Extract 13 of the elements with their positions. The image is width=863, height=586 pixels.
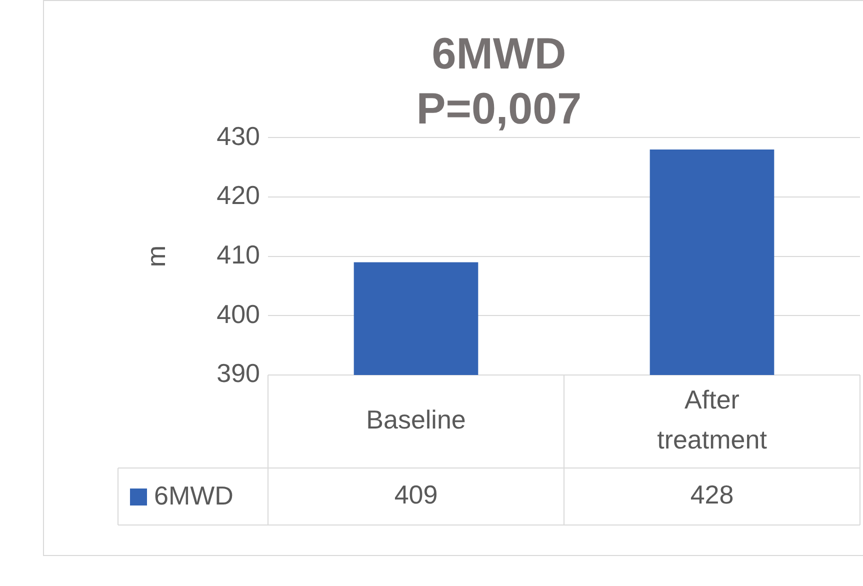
chart-title: 6MWD bbox=[432, 30, 566, 79]
chart-subtitle: P=0,007 bbox=[416, 84, 582, 134]
y-tick-label: 390 bbox=[216, 358, 260, 388]
y-axis-title: m bbox=[140, 245, 171, 268]
x-tick-label: After treatment bbox=[657, 384, 768, 455]
y-tick-label: 420 bbox=[216, 180, 260, 210]
data-label: 409 bbox=[394, 480, 438, 510]
x-tick-label: Baseline bbox=[366, 404, 466, 435]
y-tick-label: 400 bbox=[216, 298, 260, 329]
data-label: 428 bbox=[690, 480, 734, 510]
legend-label: 6MWD bbox=[154, 480, 234, 511]
y-tick-label: 410 bbox=[216, 239, 260, 270]
y-tick-label: 430 bbox=[216, 120, 260, 151]
